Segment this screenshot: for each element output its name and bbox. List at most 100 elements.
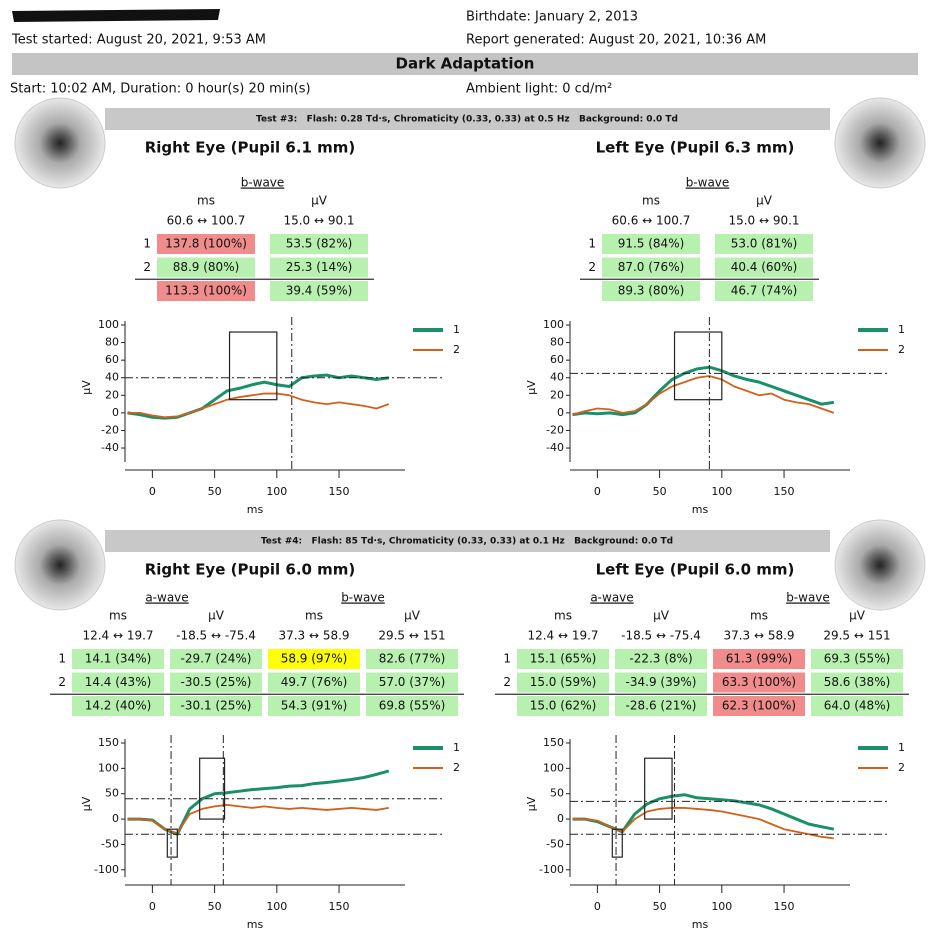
series-line: [127, 394, 388, 418]
series-line: [127, 375, 388, 418]
cell-value: 58.6 (38%): [824, 675, 891, 689]
range-label: 29.5 ↔ 151: [823, 629, 890, 643]
y-tick-label: 60: [550, 353, 564, 366]
y-tick-label: -20: [101, 423, 119, 436]
x-tick-label: 50: [653, 900, 667, 913]
legend-label: 1: [898, 741, 905, 754]
unit-label: µV: [653, 609, 670, 623]
legend-label: 2: [453, 761, 460, 774]
range-label: -18.5 ↔ -75.4: [621, 629, 701, 643]
cell-value: 49.7 (76%): [281, 675, 348, 689]
x-axis-label: ms: [692, 503, 709, 516]
x-tick-label: 100: [266, 485, 287, 498]
y-tick-label: -20: [546, 423, 564, 436]
cell-value: 14.1 (34%): [85, 652, 152, 666]
legend-label: 2: [898, 761, 905, 774]
cell-value: 14.4 (43%): [85, 675, 152, 689]
series-line: [572, 808, 833, 838]
y-tick-label: 40: [550, 371, 564, 384]
unit-label: µV: [756, 194, 773, 208]
y-tick-label: 100: [543, 318, 564, 331]
panel-title: Left Eye (Pupil 6.3 mm): [596, 139, 795, 157]
row-label: 1: [503, 652, 511, 666]
unit-label: ms: [197, 194, 215, 208]
x-tick-label: 0: [594, 900, 601, 913]
window-box: [612, 829, 622, 857]
row-label: 2: [143, 260, 151, 274]
range-label: 12.4 ↔ 19.7: [527, 629, 598, 643]
x-tick-label: 50: [653, 485, 667, 498]
y-tick-label: 0: [112, 406, 119, 419]
eye-photo: [835, 520, 925, 610]
range-label: 15.0 ↔ 90.1: [283, 214, 354, 228]
group-label: a-wave: [145, 591, 188, 605]
y-tick-label: 0: [112, 812, 119, 825]
y-tick-label: 150: [98, 736, 119, 749]
cell-value: 57.0 (37%): [379, 675, 446, 689]
cell-value: 137.8 (100%): [165, 237, 247, 251]
cell-value: 61.3 (99%): [726, 652, 793, 666]
birthdate: Birthdate: January 2, 2013: [466, 10, 638, 25]
window-box: [200, 758, 225, 819]
test-banner-text: Test #3: Flash: 0.28 Td·s, Chromaticity …: [256, 115, 678, 125]
x-axis-label: ms: [247, 918, 264, 931]
page: Test started: August 20, 2021, 9:53 AM B…: [0, 0, 934, 937]
group-label: b-wave: [241, 176, 285, 190]
y-tick-label: 50: [550, 787, 564, 800]
y-tick-label: 0: [557, 406, 564, 419]
x-tick-label: 100: [266, 900, 287, 913]
cell-value: 40.4 (60%): [731, 260, 798, 274]
y-axis-label: µV: [525, 796, 538, 811]
y-tick-label: -100: [539, 863, 564, 876]
cell-value: 88.9 (80%): [173, 260, 240, 274]
y-tick-label: -100: [94, 863, 119, 876]
y-tick-label: 100: [98, 318, 119, 331]
group-label: b-wave: [341, 591, 385, 605]
y-tick-label: 100: [543, 761, 564, 774]
cell-value: -30.1 (25%): [181, 699, 252, 713]
redaction: [12, 9, 220, 22]
legend-label: 1: [453, 741, 460, 754]
series-line: [572, 367, 833, 414]
y-tick-label: -40: [101, 441, 119, 454]
legend-label: 2: [898, 343, 905, 356]
legend-label: 1: [898, 323, 905, 336]
series-line: [127, 805, 388, 833]
cell-value: -34.9 (39%): [626, 675, 697, 689]
x-tick-label: 0: [149, 485, 156, 498]
unit-label: ms: [109, 609, 127, 623]
y-tick-label: 80: [550, 336, 564, 349]
cell-value: 53.5 (82%): [286, 237, 353, 251]
cell-value: 58.9 (97%): [281, 652, 348, 666]
unit-label: µV: [404, 609, 421, 623]
test-banner-text: Test #4: Flash: 85 Td·s, Chromaticity (0…: [261, 537, 673, 547]
x-tick-label: 150: [329, 900, 350, 913]
row-label: 1: [588, 237, 596, 251]
range-label: 15.0 ↔ 90.1: [728, 214, 799, 228]
y-axis-label: µV: [525, 380, 538, 395]
panel-title: Left Eye (Pupil 6.0 mm): [596, 561, 795, 579]
y-tick-label: 0: [557, 812, 564, 825]
y-tick-label: 50: [105, 787, 119, 800]
report-generated: Report generated: August 20, 2021, 10:36…: [466, 33, 766, 48]
unit-label: ms: [554, 609, 572, 623]
window-box: [675, 332, 722, 400]
panel-title: Right Eye (Pupil 6.0 mm): [145, 561, 356, 579]
cell-value: 54.3 (91%): [281, 699, 348, 713]
range-label: 29.5 ↔ 151: [378, 629, 445, 643]
unit-label: ms: [750, 609, 768, 623]
range-label: -18.5 ↔ -75.4: [176, 629, 256, 643]
x-tick-label: 150: [329, 485, 350, 498]
group-label: b-wave: [686, 176, 730, 190]
row-label: 1: [58, 652, 66, 666]
x-tick-label: 50: [208, 485, 222, 498]
section-title: Dark Adaptation: [396, 55, 535, 73]
y-axis-label: µV: [80, 380, 93, 395]
cell-value: 46.7 (74%): [731, 284, 798, 298]
y-tick-label: -50: [546, 837, 564, 850]
eye-photo: [15, 98, 105, 188]
x-axis-label: ms: [247, 503, 264, 516]
range-label: 37.3 ↔ 58.9: [278, 629, 349, 643]
cell-value: 69.8 (55%): [379, 699, 446, 713]
row-label: 2: [58, 675, 66, 689]
